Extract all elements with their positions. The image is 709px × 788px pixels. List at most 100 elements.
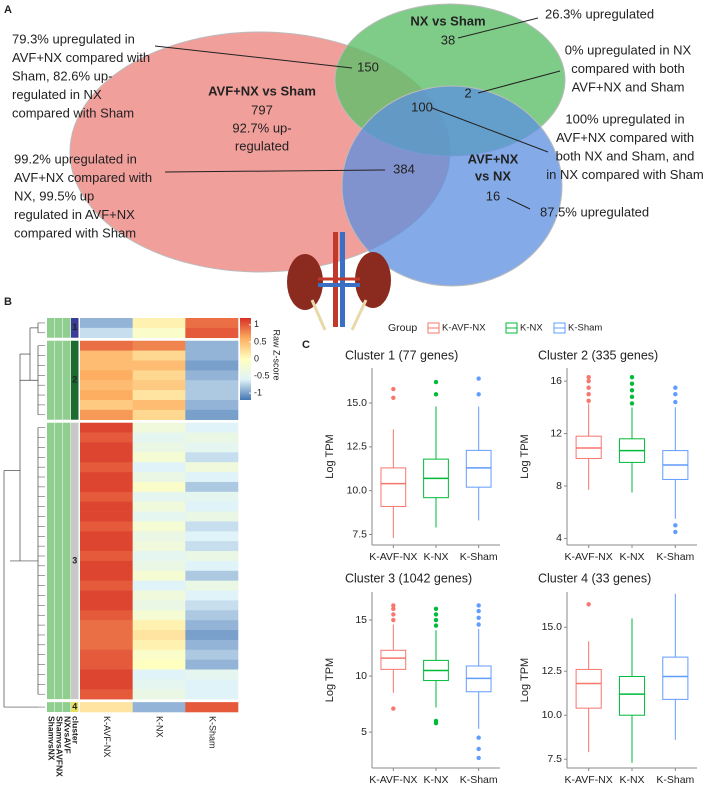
set-count: 16 — [486, 188, 500, 203]
heatmap-cell — [185, 340, 239, 351]
heatmap-cell — [185, 390, 239, 401]
set-name: vs NX — [475, 168, 511, 183]
heatmap-cell — [132, 679, 186, 690]
y-axis-label: Log TPM — [324, 434, 336, 478]
heatmap-cell — [80, 580, 133, 591]
x-tick-label: K-NX — [619, 551, 644, 563]
y-tick-label: 8 — [556, 480, 562, 492]
outlier — [586, 392, 591, 397]
outlier — [586, 374, 591, 380]
kidney-part — [310, 299, 327, 331]
heatmap-cell — [132, 620, 186, 631]
y-tick-label: 12.5 — [347, 441, 368, 453]
overlap-count: 2 — [464, 85, 471, 100]
heatmap-cell — [185, 551, 239, 562]
outlier — [433, 606, 439, 612]
x-tick-label: K-Sham — [656, 551, 694, 563]
annotation-bar — [55, 318, 63, 338]
annotation-column-label: ShamvsAVFNX — [55, 716, 65, 777]
chart-title: Cluster 2 (335 genes) — [538, 348, 658, 362]
heatmap-cell — [132, 702, 186, 713]
heatmap-cell — [185, 472, 239, 483]
y-tick-label: 15.0 — [347, 397, 368, 409]
heatmap-cell — [185, 491, 239, 502]
annotation-pointer — [457, 17, 539, 39]
annotation-pointer — [477, 70, 561, 94]
chart-title: Cluster 1 (77 genes) — [345, 348, 458, 362]
set-note: 92.7% up- — [232, 120, 291, 135]
kidney-part — [355, 252, 391, 308]
colorbar-tick-label: -1 — [254, 388, 262, 398]
annotation-bar — [55, 340, 63, 420]
set-count: 38 — [441, 32, 455, 47]
kidney-part — [287, 254, 323, 310]
outlier — [476, 746, 481, 752]
chart-title: Cluster 3 (1042 genes) — [345, 571, 472, 585]
heatmap-cell — [132, 689, 186, 700]
heatmap-cell — [185, 639, 239, 651]
outlier — [391, 603, 396, 608]
outlier — [433, 720, 439, 726]
heatmap-cell — [132, 390, 186, 401]
heatmap-cell — [185, 380, 239, 391]
panel-label: B — [4, 296, 12, 308]
annotation-pointer — [506, 197, 531, 210]
heatmap-cell — [185, 630, 239, 641]
annotation-bar — [71, 318, 79, 338]
overlap-count: 384 — [393, 161, 415, 176]
heatmap-cell — [185, 327, 239, 339]
annotation-text: AVF+NX compared with — [12, 50, 150, 65]
heatmap-cell — [185, 610, 239, 621]
y-tick-label: 15.0 — [542, 621, 563, 633]
x-tick-label: K-Sham — [460, 551, 498, 563]
outlier — [629, 381, 635, 386]
outlier — [476, 615, 481, 620]
heatmap-cell — [185, 481, 239, 493]
heatmap-cell — [132, 481, 186, 493]
heatmap-cell — [185, 432, 239, 443]
annotation-bar — [47, 340, 55, 420]
heatmap-cell — [185, 570, 239, 581]
outlier — [586, 385, 591, 390]
annotation-text: regulated in NX — [12, 87, 102, 102]
heatmap-cell — [185, 669, 239, 680]
heatmap-cell — [80, 318, 133, 329]
heatmap-cell — [80, 501, 133, 512]
annotation-bar — [47, 702, 55, 712]
heatmap-cell — [132, 551, 186, 562]
heatmap-cell — [132, 570, 186, 581]
heatmap-cell — [80, 590, 133, 601]
annotation-text: compared with Sham — [14, 225, 136, 240]
heatmap-cell — [132, 340, 186, 351]
outlier — [586, 378, 591, 384]
x-tick-label: K-AVF-NX — [565, 774, 613, 786]
heatmap-cell — [185, 360, 239, 371]
annotation-text: compared with both — [571, 61, 684, 76]
heatmap-cell — [185, 649, 239, 660]
outlier — [673, 529, 678, 535]
heatmap-cell — [80, 511, 133, 522]
heatmap-cell — [185, 452, 239, 463]
annotation-text: AVF+NX and Sham — [572, 79, 685, 94]
heatmap-cell — [185, 659, 239, 670]
x-tick-label: K-AVF-NX — [369, 774, 417, 786]
outlier — [476, 735, 481, 740]
heatmap-cell — [80, 659, 133, 670]
colorbar — [240, 318, 251, 400]
heatmap-cell — [185, 350, 239, 361]
panel-label: A — [4, 4, 12, 16]
y-tick-label: 7.5 — [547, 753, 562, 765]
y-tick-label: 15 — [355, 614, 367, 626]
set-name: AVF+NX — [468, 151, 519, 166]
heatmap-cell — [80, 472, 133, 483]
annotation-column-label: NXvsAVF — [63, 716, 73, 754]
heatmap-cell — [132, 600, 186, 611]
heatmap-cell — [185, 560, 239, 572]
heatmap-cell — [80, 380, 133, 391]
annotation-bar — [71, 340, 79, 420]
kidney-part — [350, 299, 368, 331]
outlier — [391, 706, 396, 711]
heatmap-cell — [132, 491, 186, 502]
annotation-text: 79.3% upregulated in — [12, 31, 135, 46]
outlier — [391, 612, 396, 617]
